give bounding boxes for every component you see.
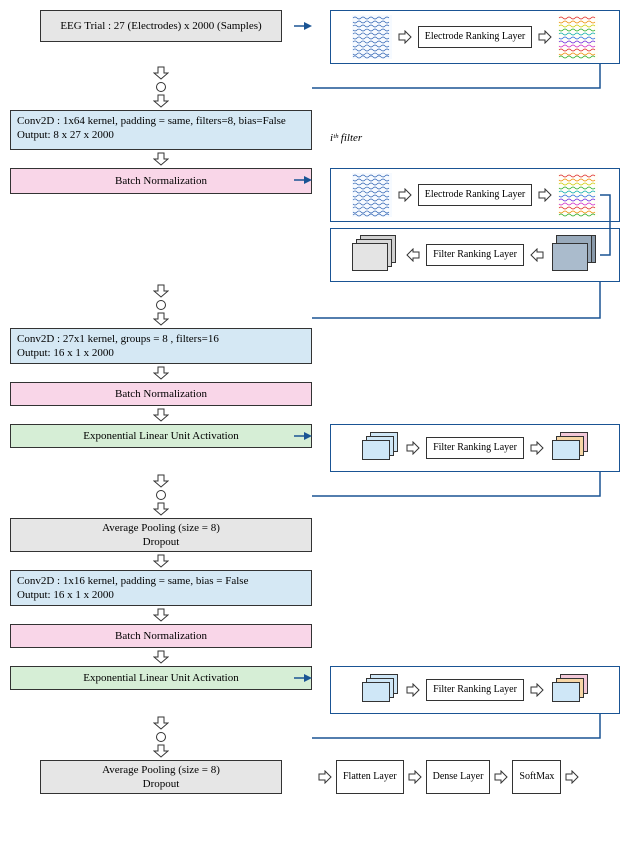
electrode-ranking-label: Electrode Ranking Layer xyxy=(418,26,533,48)
arrow-right-icon xyxy=(565,770,579,784)
merge-node xyxy=(156,732,166,742)
filter-stack-input-icon xyxy=(550,235,600,275)
arrow-right-icon xyxy=(538,30,552,44)
arrow-down-icon xyxy=(153,474,169,488)
elu1-block: Exponential Linear Unit Activation xyxy=(10,424,312,448)
arrow-down-icon xyxy=(153,608,169,622)
filter-ranking-label: Filter Ranking Layer xyxy=(426,437,524,459)
traces-input-icon xyxy=(352,15,392,59)
arrow-down-icon xyxy=(153,94,169,108)
dense-block: Dense Layer xyxy=(426,760,491,794)
arrow-down-icon xyxy=(153,716,169,730)
arrow-down-icon xyxy=(153,66,169,80)
traces-output-icon xyxy=(558,173,598,217)
arrow-right-icon xyxy=(406,683,420,697)
arrow-down-icon xyxy=(153,284,169,298)
arrow-down-icon xyxy=(153,554,169,568)
merge-node xyxy=(156,490,166,500)
arrow-down-icon xyxy=(153,650,169,664)
arrow-right-icon xyxy=(408,770,422,784)
traces-output-icon xyxy=(558,15,598,59)
arrow-down-icon xyxy=(153,408,169,422)
arrow-right-icon xyxy=(398,30,412,44)
flatten-block: Flatten Layer xyxy=(336,760,404,794)
bn2-block: Batch Normalization xyxy=(10,382,312,406)
arrow-right-icon xyxy=(398,188,412,202)
arrow-right-icon xyxy=(318,770,332,784)
arrow-right-icon xyxy=(530,441,544,455)
softmax-block: SoftMax xyxy=(512,760,561,794)
filter-ranking-panel-1: Filter Ranking Layer xyxy=(330,228,620,282)
filter-ranking-panel-2: Filter Ranking Layer xyxy=(330,424,620,472)
diagram-root: EEG Trial : 27 (Electrodes) x 2000 (Samp… xyxy=(10,10,620,794)
arrow-left-icon xyxy=(406,248,420,262)
conv2-block: Conv2D : 27x1 kernel, groups = 8 , filte… xyxy=(10,328,312,364)
pool1-block: Average Pooling (size = 8)Dropout xyxy=(10,518,312,552)
arrow-down-icon xyxy=(153,152,169,166)
electrode-ranking-label: Electrode Ranking Layer xyxy=(418,184,533,206)
filter-ranking-label: Filter Ranking Layer xyxy=(426,679,524,701)
arrow-right-icon xyxy=(530,683,544,697)
input-block: EEG Trial : 27 (Electrodes) x 2000 (Samp… xyxy=(40,10,282,42)
bn1-block: Batch Normalization xyxy=(10,168,312,194)
filter-stack-rainbow-icon xyxy=(550,432,590,464)
conv3-block: Conv2D : 1x16 kernel, padding = same, bi… xyxy=(10,570,312,606)
merge-node xyxy=(156,82,166,92)
arrow-down-icon xyxy=(153,312,169,326)
electrode-ranking-panel-1: Electrode Ranking Layer xyxy=(330,10,620,64)
arrow-down-icon xyxy=(153,744,169,758)
filter-stack-output-icon xyxy=(350,235,400,275)
arrow-right-icon xyxy=(494,770,508,784)
traces-input-icon xyxy=(352,173,392,217)
arrow-right-icon xyxy=(538,188,552,202)
arrow-right-icon xyxy=(406,441,420,455)
filter-ranking-panel-3: Filter Ranking Layer xyxy=(330,666,620,714)
filter-stack-uniform-icon xyxy=(360,674,400,706)
arrow-left-icon xyxy=(530,248,544,262)
conv1-block: Conv2D : 1x64 kernel, padding = same, fi… xyxy=(10,110,312,150)
pool2-block: Average Pooling (size = 8)Dropout xyxy=(40,760,282,794)
ith-filter-label: iᵗʰ filter xyxy=(330,132,362,144)
arrow-down-icon xyxy=(153,366,169,380)
bn3-block: Batch Normalization xyxy=(10,624,312,648)
elu2-block: Exponential Linear Unit Activation xyxy=(10,666,312,690)
arrow-down-icon xyxy=(153,502,169,516)
filter-stack-rainbow-icon xyxy=(550,674,590,706)
merge-node xyxy=(156,300,166,310)
side-panel-group-1: Electrode Ranking Layer Filter Ranking L… xyxy=(330,168,620,282)
filter-ranking-label: Filter Ranking Layer xyxy=(426,244,524,266)
electrode-ranking-panel-2: Electrode Ranking Layer xyxy=(330,168,620,222)
filter-stack-uniform-icon xyxy=(360,432,400,464)
